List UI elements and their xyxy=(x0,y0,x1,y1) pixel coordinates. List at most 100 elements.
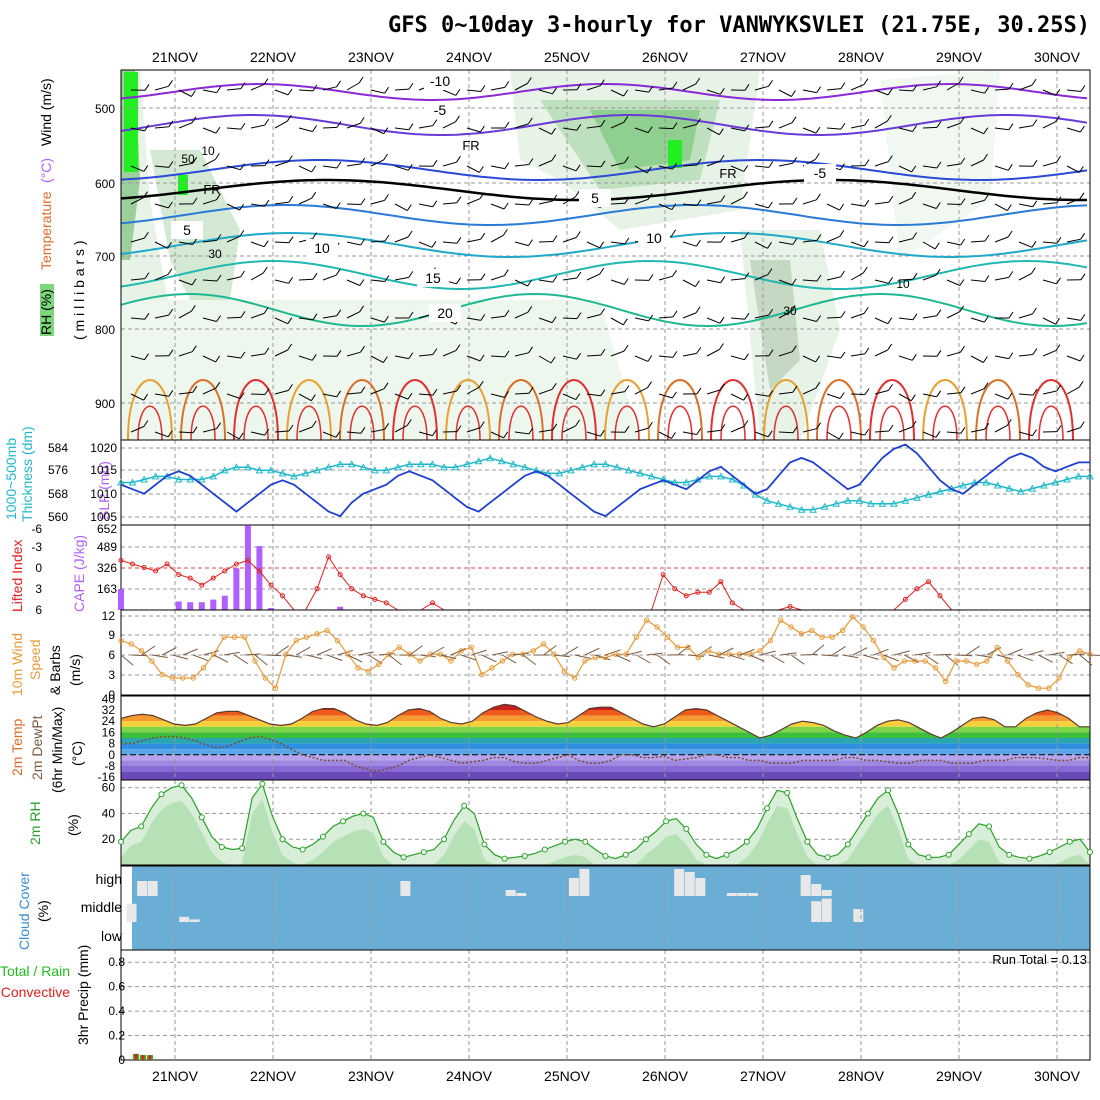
date-label: 29NOV xyxy=(936,1068,983,1084)
wind-barb-flag xyxy=(504,81,510,88)
wind-speed-marker xyxy=(489,665,495,671)
wind-barb-flag xyxy=(815,126,821,134)
temp-tick: 24 xyxy=(102,714,116,728)
temp-contour-label: 20 xyxy=(437,305,453,321)
wind-barb xyxy=(418,125,433,129)
wind-barb-flag xyxy=(432,429,437,436)
wind-barb-flag xyxy=(911,165,917,173)
wind-barb-flag xyxy=(239,230,245,237)
wind-barb-10m xyxy=(265,654,282,657)
wind-speed-marker xyxy=(685,644,691,651)
warm-temp-contour xyxy=(339,379,385,441)
wind-barb xyxy=(658,393,673,399)
wind-barb xyxy=(250,124,265,129)
wind-barb-flag xyxy=(264,428,270,436)
wind-barb xyxy=(562,165,577,172)
rh2m-marker xyxy=(683,825,690,832)
thickness-marker xyxy=(151,472,160,480)
wind-barb-flag xyxy=(239,392,245,399)
wind-barb-10m xyxy=(1048,651,1065,656)
wind-barb xyxy=(754,126,769,129)
lifted-index-marker xyxy=(683,593,689,599)
wind-barb-flag xyxy=(216,315,222,322)
cloud-background xyxy=(132,866,1090,950)
wind-barb xyxy=(658,316,674,319)
wind-barb xyxy=(754,314,769,319)
rh2m-marker xyxy=(259,780,266,787)
wind-barb-flag xyxy=(1055,115,1060,123)
ytitle-2m-temp: 2m Temp xyxy=(9,718,25,776)
wind-barb-flag xyxy=(1056,425,1062,432)
wind-barb-flag xyxy=(960,157,966,165)
wind-barb xyxy=(298,165,312,173)
wind-barb-10m xyxy=(285,654,302,658)
wind-barb-flag xyxy=(959,117,965,124)
wind-barb-flag xyxy=(767,201,773,209)
wind-barb xyxy=(898,238,913,243)
lifted-index-marker xyxy=(695,589,701,595)
wind-barb-flag xyxy=(648,85,654,93)
wind-barb xyxy=(898,393,912,402)
wind-barb xyxy=(514,431,529,435)
wind-barb-flag xyxy=(479,192,485,199)
temp-band xyxy=(121,710,1090,716)
wind-barb-flag xyxy=(288,195,294,203)
warm-temp-contour xyxy=(561,405,587,441)
wind-barb xyxy=(562,127,577,131)
date-label: 28NOV xyxy=(838,1068,885,1084)
wind-barb-flag xyxy=(1006,204,1012,211)
wind-barb-flag xyxy=(767,430,773,438)
wind-speed-marker xyxy=(200,665,207,671)
lifted-index-marker xyxy=(187,575,193,581)
wind-barb xyxy=(178,279,193,286)
wind-barb-flag xyxy=(816,315,822,322)
wind-barb-flag xyxy=(456,196,462,203)
wind-barb-flag xyxy=(1079,125,1085,133)
warm-temp-contour xyxy=(869,379,915,441)
wind-barb xyxy=(346,82,360,91)
wind-speed-marker xyxy=(345,651,351,657)
wind-speed-marker xyxy=(953,658,959,664)
temp-band xyxy=(121,749,1090,755)
wind-barb xyxy=(898,165,912,173)
contour-label-bg xyxy=(638,229,670,247)
temp-band xyxy=(121,760,1090,766)
wind-barb-flag xyxy=(815,355,821,363)
temp-band xyxy=(121,721,1090,727)
warm-temp-contour xyxy=(243,405,269,441)
wind-barb xyxy=(202,89,217,94)
wind-tick: 12 xyxy=(102,609,116,623)
wind-speed-marker xyxy=(726,651,732,657)
wind-barb xyxy=(802,89,817,94)
wind-barb-flag xyxy=(312,313,318,321)
wind-barb xyxy=(178,431,194,434)
wind-barb-flag xyxy=(240,311,246,318)
wind-barb xyxy=(874,389,889,395)
ytitle-temp-unit-2m: (°C) xyxy=(69,741,85,766)
wind-barb xyxy=(922,274,937,281)
thickness-tick: 560 xyxy=(48,510,68,524)
wind-barb xyxy=(298,317,313,321)
thickness-marker xyxy=(601,460,610,468)
wind-barb xyxy=(754,274,769,281)
wind-barb-10m xyxy=(254,654,268,666)
temp-band xyxy=(121,704,1090,710)
wind-barb xyxy=(538,127,552,135)
wind-barb xyxy=(706,349,720,357)
wind-barb xyxy=(466,427,481,433)
cape-ytitles: Lifted Index CAPE (J/kg) xyxy=(9,535,87,612)
wind-ytitles: 10m Wind Speed & Barbs (m/s) xyxy=(9,633,83,696)
wind-barb xyxy=(850,203,865,207)
wind-speed-marker xyxy=(1087,651,1093,657)
wind-barb-flag xyxy=(359,117,365,124)
wind-barb xyxy=(826,127,842,130)
wind-speed-marker xyxy=(602,654,609,661)
wind-speed-marker xyxy=(1035,685,1042,691)
wind-barb xyxy=(946,392,961,395)
contour-label-bg xyxy=(171,221,203,239)
wind-barb-10m xyxy=(893,650,910,656)
wind-barb-flag xyxy=(743,231,749,239)
wind-barb xyxy=(274,430,290,433)
cloud-cell-middle xyxy=(811,901,822,922)
wind-barb xyxy=(202,127,217,134)
